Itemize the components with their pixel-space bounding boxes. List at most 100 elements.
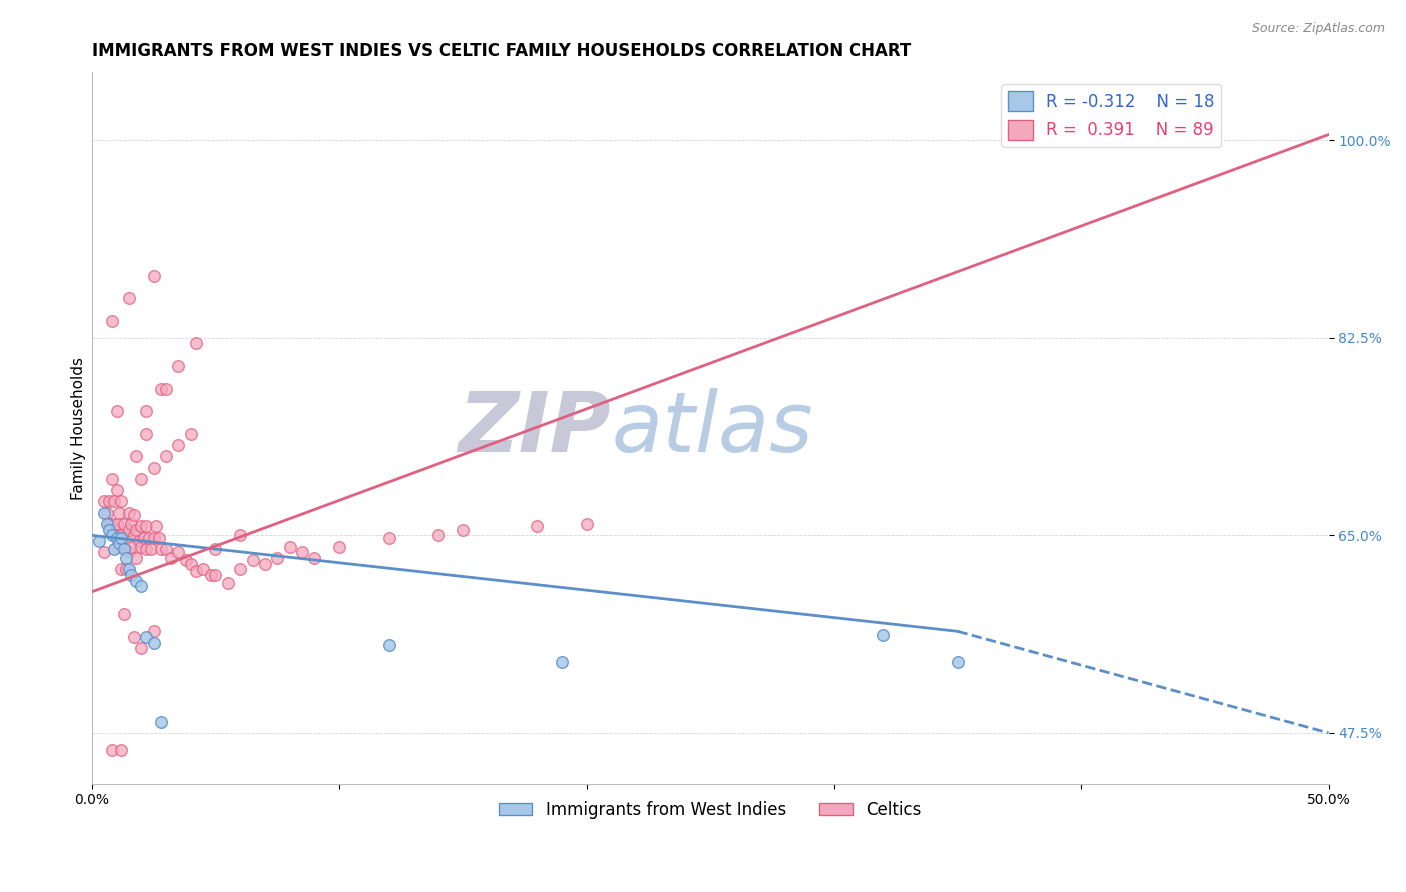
Text: ZIP: ZIP (458, 388, 612, 468)
Point (167, 359, 190, 373)
Point (142, 635, 165, 649)
Point (120, 517, 142, 532)
Point (142, 531, 165, 545)
Point (108, 506, 131, 520)
Point (105, 540, 128, 554)
Point (155, 382, 177, 396)
Point (110, 531, 132, 545)
Point (115, 550, 138, 565)
Point (184, 336, 207, 351)
Point (120, 567, 142, 582)
Point (191, 562, 214, 576)
Point (129, 641, 152, 656)
Point (377, 531, 399, 545)
Point (128, 533, 150, 548)
Point (138, 531, 160, 545)
Point (100, 528, 122, 542)
Point (118, 562, 141, 576)
Point (229, 562, 252, 576)
Point (174, 553, 197, 567)
Point (103, 494, 125, 508)
Point (108, 536, 131, 550)
Point (141, 541, 163, 556)
Point (132, 531, 155, 545)
Point (96, 506, 118, 520)
Point (167, 438, 190, 452)
Point (946, 655, 969, 669)
Point (118, 523, 141, 537)
Point (98, 494, 121, 508)
Point (148, 531, 170, 545)
Y-axis label: Family Households: Family Households (72, 357, 86, 500)
Point (93, 506, 115, 520)
Point (118, 291, 141, 305)
Point (93, 494, 115, 508)
Point (122, 508, 145, 522)
Point (110, 743, 132, 757)
Point (110, 562, 132, 576)
Point (125, 450, 148, 464)
Point (122, 630, 145, 644)
Point (110, 528, 132, 542)
Legend: Immigrants from West Indies, Celtics: Immigrants from West Indies, Celtics (492, 794, 928, 825)
Point (118, 506, 141, 520)
Point (89, 533, 111, 548)
Point (125, 523, 148, 537)
Point (551, 655, 574, 669)
Point (110, 494, 132, 508)
Point (115, 562, 138, 576)
Point (145, 519, 167, 533)
Point (253, 557, 276, 571)
Point (377, 638, 399, 652)
Point (180, 426, 202, 441)
Point (304, 550, 326, 565)
Point (129, 579, 152, 593)
Point (129, 472, 152, 486)
Point (115, 531, 138, 545)
Point (180, 557, 202, 571)
Point (112, 607, 135, 622)
Point (125, 574, 148, 588)
Point (167, 545, 190, 559)
Point (105, 404, 128, 418)
Point (122, 528, 145, 542)
Point (451, 523, 474, 537)
Point (112, 540, 135, 554)
Point (204, 567, 226, 582)
Point (105, 517, 128, 532)
Point (96, 517, 118, 532)
Point (142, 268, 165, 283)
Text: atlas: atlas (612, 388, 813, 468)
Point (150, 382, 173, 396)
Point (328, 540, 350, 554)
Point (155, 450, 177, 464)
Point (125, 550, 148, 565)
Point (217, 575, 239, 590)
Point (135, 426, 157, 441)
Text: Source: ZipAtlas.com: Source: ZipAtlas.com (1251, 22, 1385, 36)
Point (112, 517, 135, 532)
Point (278, 540, 301, 554)
Point (100, 743, 122, 757)
Point (105, 483, 128, 498)
Point (100, 472, 122, 486)
Point (129, 540, 152, 554)
Point (112, 541, 135, 556)
Point (150, 541, 173, 556)
Point (98, 517, 121, 532)
Point (118, 545, 141, 559)
Point (135, 519, 157, 533)
Point (93, 545, 115, 559)
Point (200, 567, 222, 582)
Point (204, 541, 226, 556)
Point (427, 528, 450, 542)
Point (150, 714, 173, 729)
Point (526, 519, 548, 533)
Point (291, 545, 314, 559)
Point (120, 540, 142, 554)
Point (184, 565, 207, 579)
Point (135, 404, 157, 418)
Point (100, 314, 122, 328)
Point (142, 460, 165, 475)
Point (266, 550, 288, 565)
